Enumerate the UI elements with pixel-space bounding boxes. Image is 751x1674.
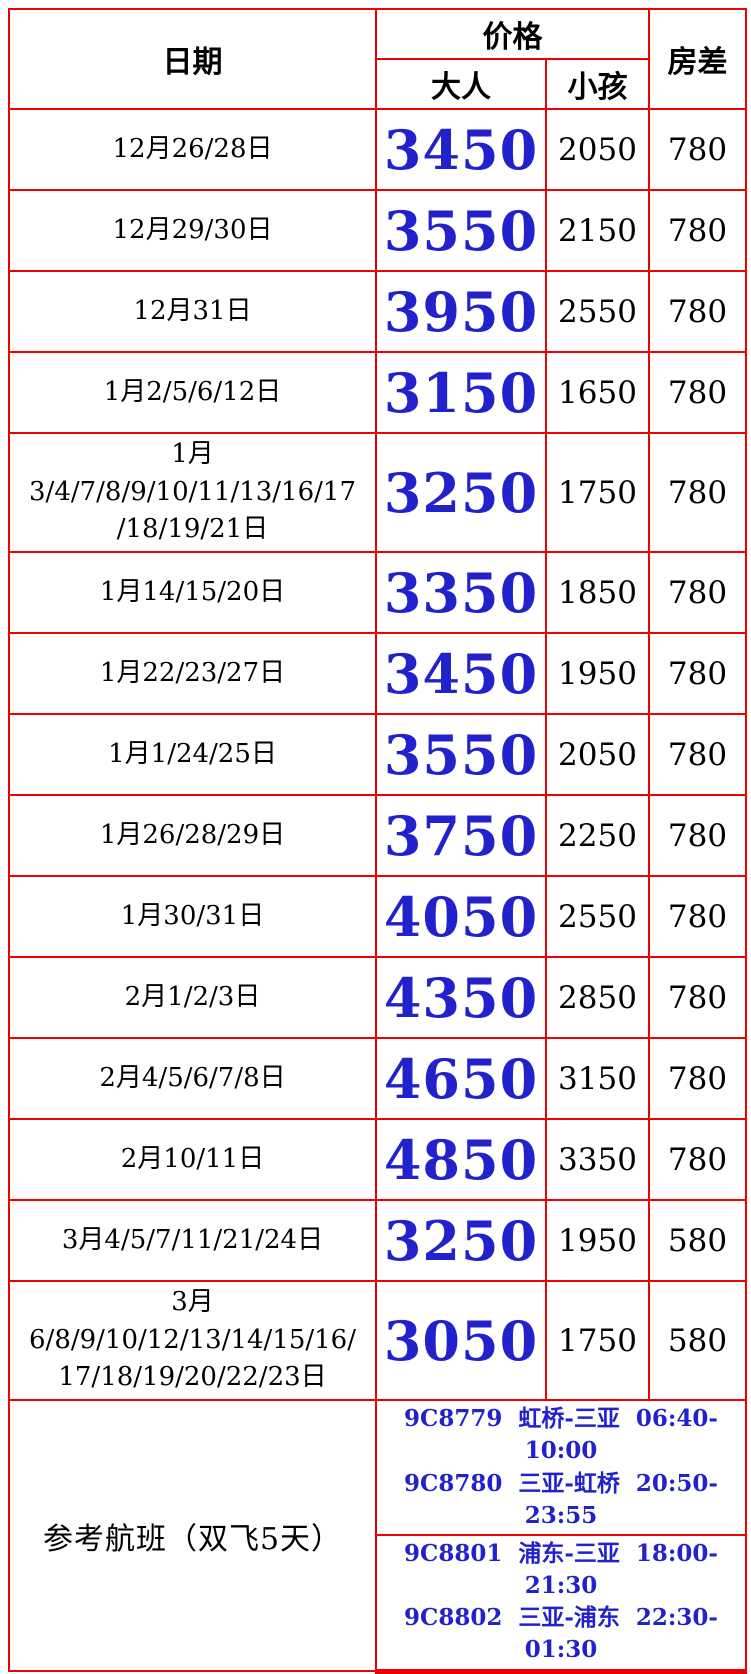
adult-price-cell: 4850 xyxy=(375,1118,547,1202)
date-cell: 2月4/5/6/7/8日 xyxy=(8,1037,377,1121)
date-cell: 1月30/31日 xyxy=(8,875,377,959)
room-diff-cell: 780 xyxy=(648,270,747,353)
reference-flights-label: 参考航班（双飞5天） xyxy=(8,1399,377,1673)
room-diff-cell: 780 xyxy=(648,1037,747,1121)
header-row-1: 日期 价格 房差 xyxy=(8,8,747,110)
date-cell: 1月22/23/27日 xyxy=(8,632,377,716)
price-row: 3月4/5/7/11/21/24日 3250 1950 580 xyxy=(8,1199,747,1283)
child-price-cell: 1950 xyxy=(545,632,650,716)
price-sheet: 日期 价格 房差 大人 小孩 12月26/28日 3450 2050 780 1… xyxy=(8,8,747,1674)
adult-price-cell: 3250 xyxy=(375,431,547,554)
adult-price-cell: 3450 xyxy=(375,632,547,716)
child-price-cell: 1850 xyxy=(545,551,650,635)
price-row: 2月4/5/6/7/8日 4650 3150 780 xyxy=(8,1037,747,1121)
room-diff-cell: 780 xyxy=(648,108,747,191)
adult-price-cell: 3150 xyxy=(375,351,547,434)
price-row: 1月14/15/20日 3350 1850 780 xyxy=(8,551,747,635)
price-table: 日期 价格 房差 大人 小孩 12月26/28日 3450 2050 780 1… xyxy=(8,8,747,1674)
adult-price-cell: 3350 xyxy=(375,551,547,635)
date-cell: 3月 6/8/9/10/12/13/14/15/16/ 17/18/19/20/… xyxy=(8,1280,377,1402)
price-row: 1月30/31日 4050 2550 780 xyxy=(8,875,747,959)
adult-column-header: 大人 xyxy=(375,58,547,110)
date-cell: 3月4/5/7/11/21/24日 xyxy=(8,1199,377,1283)
child-price-cell: 2050 xyxy=(545,108,650,191)
room-diff-cell: 580 xyxy=(648,1199,747,1283)
room-diff-cell: 780 xyxy=(648,551,747,635)
flight-info-pudong: 9C8801 浦东-三亚 18:00-21:30 9C8802 三亚-浦东 22… xyxy=(375,1533,747,1674)
child-column-header: 小孩 xyxy=(545,58,650,110)
room-diff-cell: 780 xyxy=(648,632,747,716)
price-row: 12月26/28日 3450 2050 780 xyxy=(8,108,747,191)
adult-price-cell: 3250 xyxy=(375,1199,547,1283)
date-cell: 1月2/5/6/12日 xyxy=(8,351,377,434)
date-cell: 2月10/11日 xyxy=(8,1118,377,1202)
reference-flights-row-1: 参考航班（双飞5天） 9C8779 虹桥-三亚 06:40-10:00 9C87… xyxy=(8,1399,747,1673)
price-row: 3月 6/8/9/10/12/13/14/15/16/ 17/18/19/20/… xyxy=(8,1280,747,1402)
room-diff-column-header: 房差 xyxy=(648,8,747,110)
header-row-2: 大人 小孩 xyxy=(9,58,746,110)
price-row: 1月26/28/29日 3750 2250 780 xyxy=(8,794,747,878)
adult-price-cell: 3550 xyxy=(375,189,547,272)
price-row: 1月1/24/25日 3550 2050 780 xyxy=(8,713,747,797)
date-column-header: 日期 xyxy=(8,8,377,110)
adult-price-cell: 3550 xyxy=(375,713,547,797)
adult-price-cell: 3950 xyxy=(375,270,547,353)
adult-price-cell: 4050 xyxy=(375,875,547,959)
price-row: 1月2/5/6/12日 3150 1650 780 xyxy=(8,351,747,434)
date-cell: 12月31日 xyxy=(8,270,377,353)
child-price-cell: 3150 xyxy=(545,1037,650,1121)
price-row: 2月10/11日 4850 3350 780 xyxy=(8,1118,747,1202)
room-diff-cell: 780 xyxy=(648,1118,747,1202)
room-diff-cell: 780 xyxy=(648,713,747,797)
date-cell: 1月 3/4/7/8/9/10/11/13/16/17 /18/19/21日 xyxy=(8,431,377,554)
adult-price-cell: 3750 xyxy=(375,794,547,878)
date-cell: 2月1/2/3日 xyxy=(8,956,377,1040)
child-price-cell: 2250 xyxy=(545,794,650,878)
price-row: 1月22/23/27日 3450 1950 780 xyxy=(8,632,747,716)
child-price-cell: 1750 xyxy=(545,431,650,554)
child-price-cell: 1750 xyxy=(545,1280,650,1402)
date-cell: 1月26/28/29日 xyxy=(8,794,377,878)
child-price-cell: 2850 xyxy=(545,956,650,1040)
child-price-cell: 3350 xyxy=(545,1118,650,1202)
date-cell: 1月1/24/25日 xyxy=(8,713,377,797)
price-column-group-header: 价格 xyxy=(375,8,650,60)
room-diff-cell: 780 xyxy=(648,875,747,959)
adult-price-cell: 4650 xyxy=(375,1037,547,1121)
child-price-cell: 2050 xyxy=(545,713,650,797)
room-diff-cell: 780 xyxy=(648,956,747,1040)
price-row: 12月29/30日 3550 2150 780 xyxy=(8,189,747,272)
room-diff-cell: 780 xyxy=(648,189,747,272)
adult-price-cell: 4350 xyxy=(375,956,547,1040)
room-diff-cell: 780 xyxy=(648,431,747,554)
child-price-cell: 1650 xyxy=(545,351,650,434)
room-diff-cell: 580 xyxy=(648,1280,747,1402)
price-row: 1月 3/4/7/8/9/10/11/13/16/17 /18/19/21日 3… xyxy=(8,431,747,554)
adult-price-cell: 3050 xyxy=(375,1280,547,1402)
flight-info-hongqiao: 9C8779 虹桥-三亚 06:40-10:00 9C8780 三亚-虹桥 20… xyxy=(375,1399,747,1536)
child-price-cell: 2150 xyxy=(545,189,650,272)
room-diff-cell: 780 xyxy=(648,794,747,878)
date-cell: 1月14/15/20日 xyxy=(8,551,377,635)
price-row: 12月31日 3950 2550 780 xyxy=(8,270,747,353)
date-cell: 12月26/28日 xyxy=(8,108,377,191)
room-diff-cell: 780 xyxy=(648,351,747,434)
child-price-cell: 2550 xyxy=(545,875,650,959)
adult-price-cell: 3450 xyxy=(375,108,547,191)
date-cell: 12月29/30日 xyxy=(8,189,377,272)
child-price-cell: 1950 xyxy=(545,1199,650,1283)
price-row: 2月1/2/3日 4350 2850 780 xyxy=(8,956,747,1040)
child-price-cell: 2550 xyxy=(545,270,650,353)
